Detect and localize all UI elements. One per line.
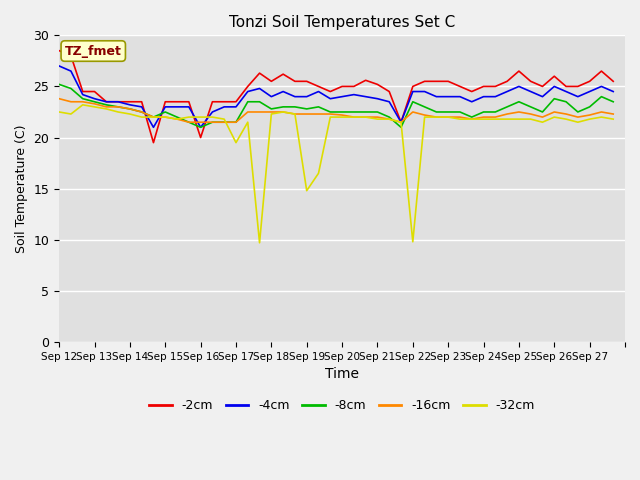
X-axis label: Time: Time [325,367,359,381]
Legend: -2cm, -4cm, -8cm, -16cm, -32cm: -2cm, -4cm, -8cm, -16cm, -32cm [144,394,540,417]
Text: TZ_fmet: TZ_fmet [65,45,122,58]
Title: Tonzi Soil Temperatures Set C: Tonzi Soil Temperatures Set C [229,15,455,30]
Y-axis label: Soil Temperature (C): Soil Temperature (C) [15,124,28,253]
